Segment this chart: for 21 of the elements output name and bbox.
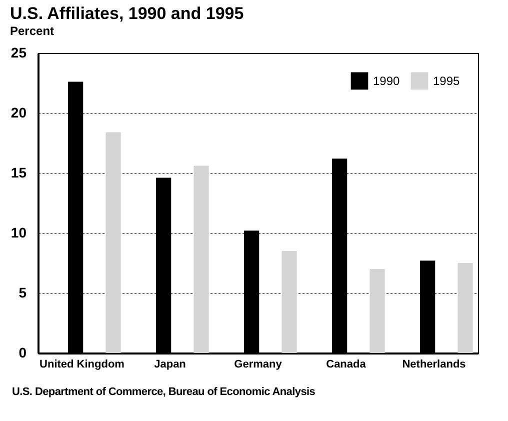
x-tick-label: Japan xyxy=(154,358,186,370)
x-tick-label: Germany xyxy=(234,358,283,370)
chart-title: U.S. Affiliates, 1990 and 1995 xyxy=(10,4,244,23)
y-tick-label: 20 xyxy=(10,104,27,120)
y-tick-label: 15 xyxy=(10,164,27,180)
bar xyxy=(106,132,121,353)
bar xyxy=(370,269,385,353)
y-axis-title: Percent xyxy=(10,24,54,38)
legend-label: 1990 xyxy=(373,74,400,88)
x-tick-label: Canada xyxy=(326,358,367,370)
y-tick-label: 25 xyxy=(10,44,27,60)
bar xyxy=(194,166,209,353)
x-tick-label: Netherlands xyxy=(402,358,466,370)
bar xyxy=(282,251,297,353)
y-tick-label: 0 xyxy=(18,344,27,360)
legend-label: 1995 xyxy=(433,74,460,88)
y-tick-label: 5 xyxy=(18,284,27,300)
text: U.S. Department of Commerce, Bureau of Economic Analysis xyxy=(12,386,316,398)
y-tick-label: 10 xyxy=(10,224,27,240)
bar xyxy=(458,263,473,353)
x-tick-label: United Kingdom xyxy=(40,358,125,370)
